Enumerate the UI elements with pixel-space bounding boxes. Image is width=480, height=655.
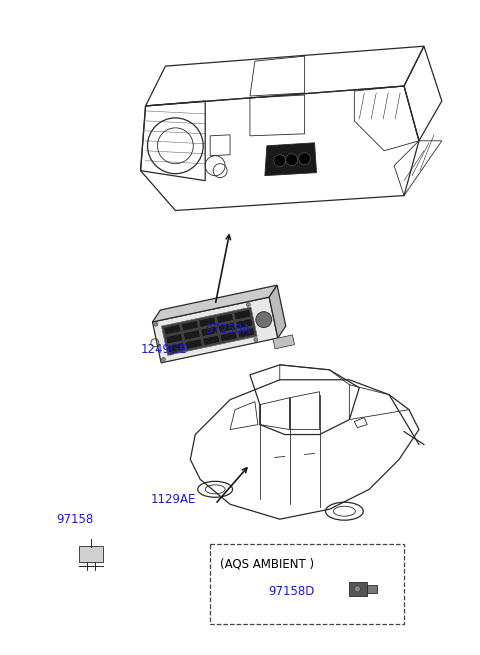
Circle shape — [254, 338, 258, 342]
Text: 97158D: 97158D — [268, 586, 314, 599]
Polygon shape — [166, 333, 183, 344]
Bar — [210, 544, 404, 624]
Polygon shape — [201, 326, 218, 337]
Polygon shape — [153, 285, 277, 322]
Circle shape — [299, 153, 311, 164]
Polygon shape — [273, 335, 295, 349]
Polygon shape — [216, 313, 233, 324]
Polygon shape — [349, 582, 367, 596]
Text: 1249GE: 1249GE — [141, 343, 187, 356]
Circle shape — [286, 154, 298, 166]
Polygon shape — [168, 343, 185, 353]
Polygon shape — [269, 285, 286, 338]
Circle shape — [354, 586, 360, 592]
Polygon shape — [238, 328, 255, 338]
Polygon shape — [236, 318, 253, 329]
Polygon shape — [161, 307, 257, 356]
Polygon shape — [220, 331, 237, 342]
Polygon shape — [199, 317, 216, 328]
Circle shape — [161, 358, 166, 362]
Polygon shape — [185, 339, 202, 349]
Polygon shape — [367, 585, 377, 593]
Text: 97158: 97158 — [56, 513, 93, 526]
Polygon shape — [181, 321, 198, 331]
Polygon shape — [79, 546, 103, 562]
Text: 97250A: 97250A — [205, 324, 251, 337]
Polygon shape — [234, 309, 251, 320]
Text: 1129AE: 1129AE — [151, 493, 196, 506]
Text: (AQS AMBIENT ): (AQS AMBIENT ) — [220, 557, 314, 571]
Circle shape — [274, 155, 286, 166]
Circle shape — [154, 322, 158, 326]
Circle shape — [256, 312, 272, 328]
Polygon shape — [164, 324, 181, 335]
Polygon shape — [218, 322, 235, 333]
Polygon shape — [203, 335, 220, 346]
Polygon shape — [183, 329, 200, 340]
Polygon shape — [265, 143, 316, 176]
Polygon shape — [153, 297, 278, 363]
Circle shape — [246, 303, 251, 307]
